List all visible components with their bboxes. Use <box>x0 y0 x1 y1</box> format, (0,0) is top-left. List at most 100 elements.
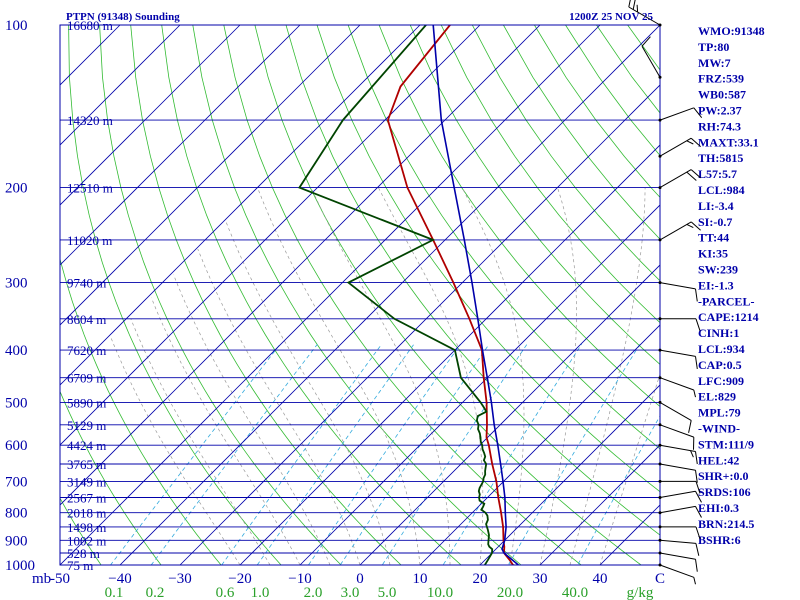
sounding-index: EL:829 <box>698 390 736 404</box>
pressure-tick-label: 400 <box>5 343 28 359</box>
isotherm-line <box>60 25 421 386</box>
wind-barb <box>658 490 702 503</box>
dry-adiabat-line <box>783 25 800 576</box>
height-label: 528 m <box>67 546 100 561</box>
height-label: 5890 m <box>67 395 106 410</box>
mixing-ratio-label: 10.0 <box>427 585 453 600</box>
temperature-tick-label: −20 <box>228 571 251 587</box>
height-label: 7620 m <box>67 343 106 358</box>
wind-barb <box>658 505 702 518</box>
sounding-index: TP:80 <box>698 40 729 54</box>
sounding-index: -PARCEL- <box>698 294 754 308</box>
height-label: 16680 m <box>67 18 113 33</box>
temperature-tick-label: −10 <box>288 571 311 587</box>
sounding-index: PW:2.37 <box>698 104 742 118</box>
sounding-index: CAP:0.5 <box>698 358 742 372</box>
pressure-tick-label: 700 <box>5 474 28 490</box>
moist-adiabat-line <box>151 297 301 565</box>
height-label: 9740 m <box>67 276 106 291</box>
temperature-tick-label: −30 <box>168 571 191 587</box>
dry-adiabat-line <box>347 25 660 450</box>
dry-adiabat-line <box>161 25 462 565</box>
isotherm-line <box>479 384 660 565</box>
wind-barb <box>658 423 695 450</box>
temperature-tick-label: 30 <box>533 571 548 587</box>
dry-adiabat-line <box>378 25 660 408</box>
mixing-ratio-line <box>381 343 528 565</box>
isotherm-line <box>60 25 601 565</box>
height-label: 2018 m <box>67 506 106 521</box>
mixing-ratio-line <box>577 415 660 565</box>
sounding-index: WMO:91348 <box>698 24 765 38</box>
sounding-index: CAPE:1214 <box>698 310 759 324</box>
mixing-ratio-label: 2.0 <box>304 585 323 600</box>
isotherm-line <box>359 264 660 565</box>
moist-adiabat-line <box>110 337 241 565</box>
dry-adiabat-line <box>60 390 162 565</box>
isotherm-line <box>299 204 660 565</box>
pressure-unit-label: mb <box>32 571 51 587</box>
wind-barb <box>658 169 701 190</box>
wind-barb <box>658 400 692 433</box>
dry-adiabat-line <box>99 25 342 565</box>
height-label: 6709 m <box>67 371 106 386</box>
height-label: 8604 m <box>67 312 106 327</box>
dry-adiabat-line <box>68 25 282 565</box>
pressure-tick-label: 600 <box>5 438 28 454</box>
height-label: 1002 m <box>67 533 106 548</box>
height-label: 12510 m <box>67 181 113 196</box>
mixing-ratio-line <box>339 343 490 565</box>
dry-adiabat-line <box>471 25 660 282</box>
mixing-ratio-line <box>507 343 641 565</box>
height-label: 14320 m <box>67 113 113 128</box>
sounding-index: LFC:909 <box>698 374 744 388</box>
wind-barb <box>658 538 700 556</box>
plot-frame <box>59 24 661 566</box>
dry-adiabat-line <box>223 25 582 565</box>
dry-adiabat-line <box>409 25 660 365</box>
dry-adiabat-line <box>60 497 102 565</box>
temperature-tick-label: 10 <box>413 571 428 587</box>
pressure-tick-label: 200 <box>5 181 28 197</box>
moist-adiabat-line <box>225 220 391 565</box>
isotherm-line <box>239 144 660 565</box>
sounding-index: MAXT:33.1 <box>698 135 759 149</box>
dry-adiabat-line <box>752 25 800 576</box>
wind-barb <box>628 0 662 27</box>
sounding-index: LI:-3.4 <box>698 199 734 213</box>
wind-barb <box>658 551 698 572</box>
isotherm-line <box>60 25 241 206</box>
temperature-tick-label: 20 <box>473 571 488 587</box>
height-label: 11020 m <box>67 233 112 248</box>
isotherm-line <box>60 25 181 146</box>
isotherm-line <box>60 25 541 506</box>
moist-adiabat-line <box>197 248 361 565</box>
wind-barb <box>641 36 662 79</box>
temperature-tick-label: −40 <box>108 571 131 587</box>
plot-area <box>60 25 660 565</box>
wind-barb <box>658 525 701 540</box>
sounding-index: LCL:934 <box>698 342 745 356</box>
wind-barb <box>658 221 701 242</box>
pressure-tick-label: 100 <box>5 18 28 34</box>
temperature-tick-label: C <box>655 571 665 587</box>
mixing-ratio-label: g/kg <box>627 585 654 600</box>
moist-adiabat-line <box>378 187 484 565</box>
mixing-ratio-line <box>221 343 383 565</box>
pressure-tick-label: 300 <box>5 276 28 292</box>
pressure-tick-label: 900 <box>5 533 28 549</box>
sounding-index: MPL:79 <box>698 406 741 420</box>
sounding-index: TH:5815 <box>698 151 743 165</box>
wind-barb <box>658 479 701 494</box>
height-label: 3765 m <box>67 457 106 472</box>
dry-adiabat-line <box>316 25 660 493</box>
sounding-index: CINH:1 <box>698 326 739 340</box>
sounding-index: HEL:42 <box>698 453 739 467</box>
mixing-ratio-label: 0.6 <box>216 585 235 600</box>
height-label: 75 m <box>67 558 93 573</box>
wind-barb <box>658 281 698 302</box>
parcel-profile-line <box>432 25 519 565</box>
mixing-ratio-label: 40.0 <box>562 585 588 600</box>
wind-barb <box>658 563 696 585</box>
wind-barb <box>658 462 698 483</box>
